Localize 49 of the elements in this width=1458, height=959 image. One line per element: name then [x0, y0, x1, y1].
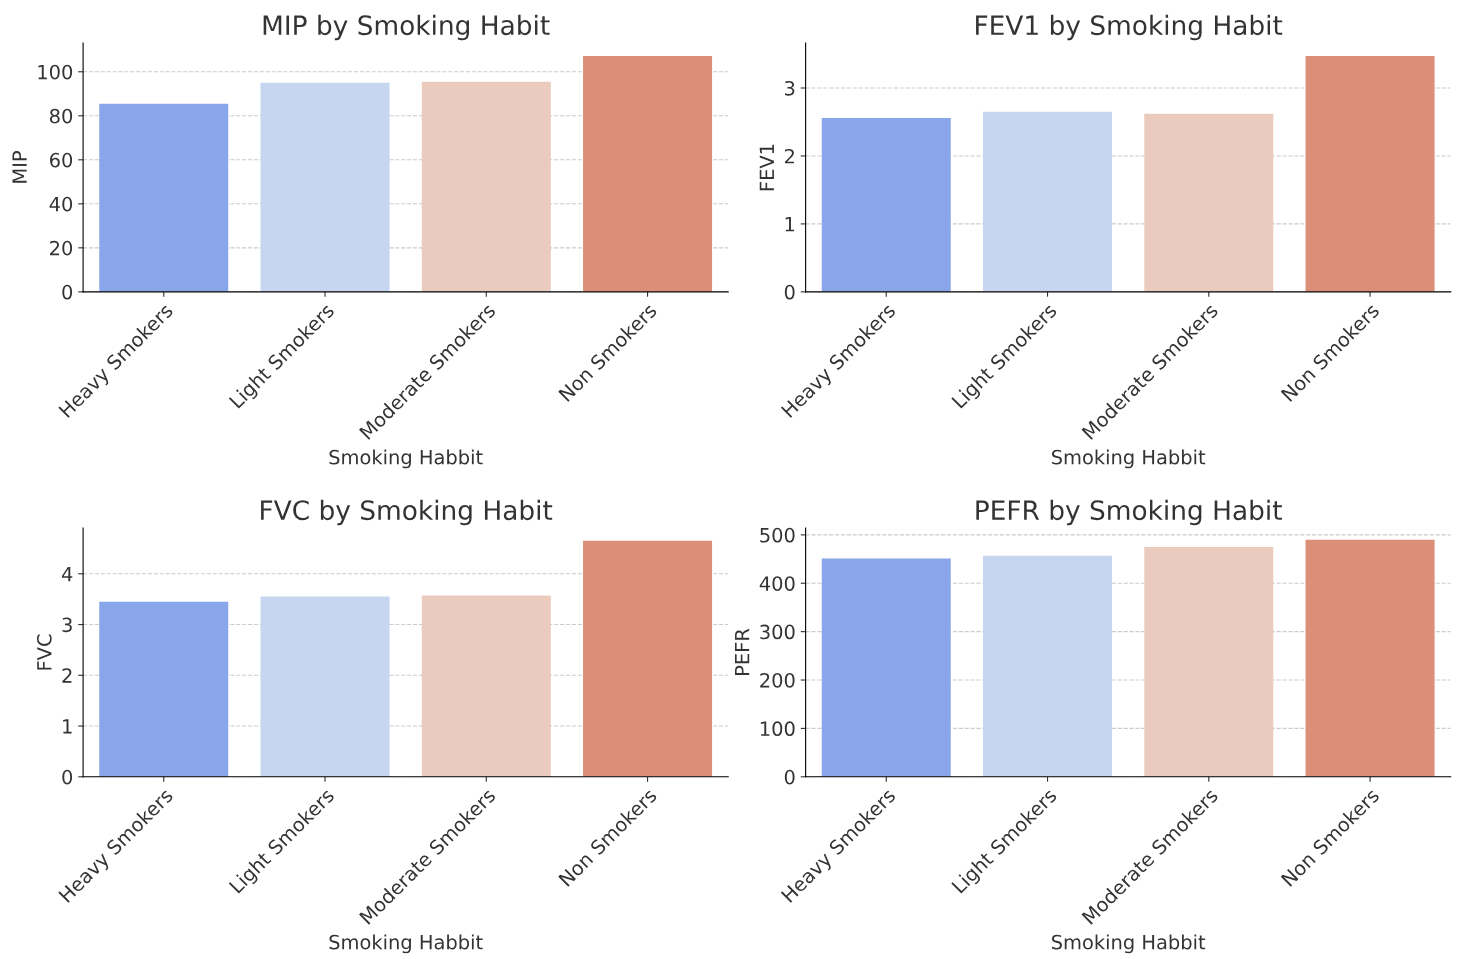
- y-tick-label: 20: [50, 240, 73, 256]
- y-tick-label: 300: [760, 624, 795, 640]
- y-axis-title: FEV1: [759, 144, 774, 191]
- bar: [99, 103, 229, 292]
- bar: [583, 55, 713, 292]
- x-axis-title: Smoking Habbit: [329, 934, 483, 954]
- bar: [1144, 113, 1274, 292]
- bar: [99, 601, 229, 777]
- y-tick-label: 400: [759, 576, 795, 591]
- y-axis-title: PEFR: [735, 628, 750, 675]
- y-tick-label: 80: [49, 108, 73, 124]
- y-tick-label: 0: [62, 284, 73, 300]
- bar: [260, 596, 390, 777]
- y-tick-label: 0: [784, 284, 795, 300]
- bar: [983, 111, 1113, 292]
- y-tick-label: 40: [49, 196, 73, 212]
- y-tick-label: 60: [50, 152, 73, 168]
- y-tick-label: 4: [61, 566, 73, 582]
- y-tick-label: 1: [63, 719, 72, 734]
- y-axis-title: FVC: [36, 634, 52, 670]
- y-axis-title: MIP: [12, 151, 27, 183]
- y-tick-label: 2: [62, 668, 72, 683]
- x-axis-title: Smoking Habbit: [1051, 449, 1206, 469]
- y-tick-label: 0: [784, 769, 795, 785]
- bar: [421, 81, 551, 292]
- y-tick-label: 3: [785, 80, 795, 96]
- bar: [1305, 539, 1435, 777]
- bar: [821, 558, 951, 777]
- bar: [1144, 546, 1274, 777]
- y-tick-label: 2: [784, 148, 794, 164]
- y-tick-label: 3: [62, 617, 72, 633]
- bar: [583, 540, 713, 777]
- y-tick-label: 0: [62, 769, 73, 785]
- chart-title: FVC by Smoking Habit: [261, 499, 553, 526]
- bar: [1305, 56, 1435, 292]
- bar: [983, 555, 1113, 777]
- y-tick-label: 100: [38, 64, 73, 80]
- y-tick-label: 1: [785, 217, 795, 232]
- bar: [821, 117, 951, 292]
- chart-title: FEV1 by Smoking Habit: [976, 14, 1283, 41]
- bar: [421, 595, 551, 777]
- x-axis-title: Smoking Habbit: [329, 449, 483, 469]
- chart-title: PEFR by Smoking Habit: [976, 499, 1282, 526]
- chart-title: MIP by Smoking Habit: [263, 14, 550, 41]
- x-axis-title: Smoking Habbit: [1051, 934, 1206, 954]
- bar: [260, 82, 390, 292]
- y-tick-label: 100: [760, 721, 795, 737]
- y-tick-label: 500: [760, 527, 795, 543]
- y-tick-label: 200: [760, 672, 795, 688]
